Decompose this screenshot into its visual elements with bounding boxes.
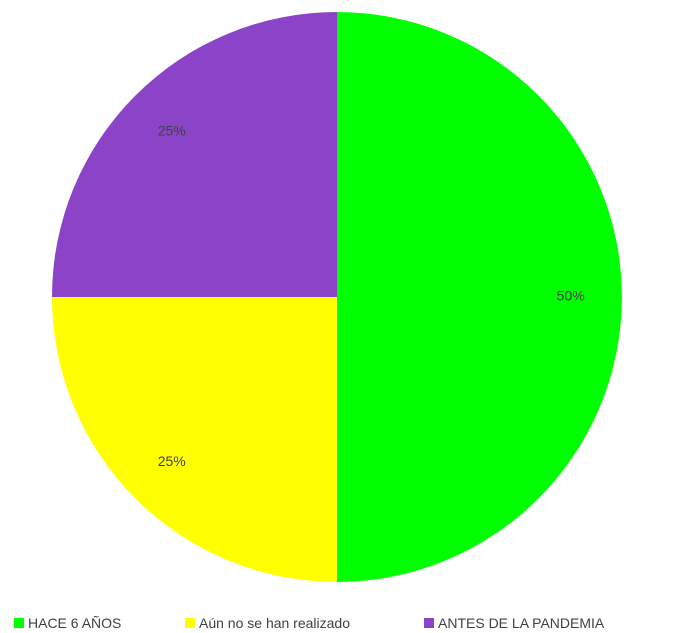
data-label-antes-de-la-pandemia: 25%	[158, 122, 186, 138]
legend-label-hace-6-anos: HACE 6 AÑOS	[28, 614, 122, 631]
legend-label-aun-no-realizado: Aún no se han realizado	[199, 614, 350, 631]
chart-legend: HACE 6 AÑOS Aún no se han realizado ANTE…	[0, 612, 675, 633]
pie-data-labels: 50% 25% 25%	[158, 122, 585, 469]
legend-swatch-aun-no-realizado	[185, 617, 195, 628]
legend-item-aun-no-realizado: Aún no se han realizado	[185, 612, 350, 633]
legend-swatch-antes-de-la-pandemia	[424, 617, 434, 628]
pie-slices	[52, 12, 622, 582]
pie-slice-antes-de-la-pandemia	[52, 12, 337, 297]
pie-slice-aun-no-realizado	[52, 297, 337, 582]
legend-item-antes-de-la-pandemia: ANTES DE LA PANDEMIA	[424, 612, 604, 633]
legend-label-antes-de-la-pandemia: ANTES DE LA PANDEMIA	[438, 614, 605, 631]
legend-swatch-hace-6-anos	[14, 617, 24, 628]
data-label-hace-6-anos: 50%	[557, 288, 585, 304]
pie-slice-hace-6-anos	[337, 12, 622, 582]
legend-item-hace-6-anos: HACE 6 AÑOS	[14, 612, 121, 633]
data-label-aun-no-realizado: 25%	[158, 453, 186, 469]
